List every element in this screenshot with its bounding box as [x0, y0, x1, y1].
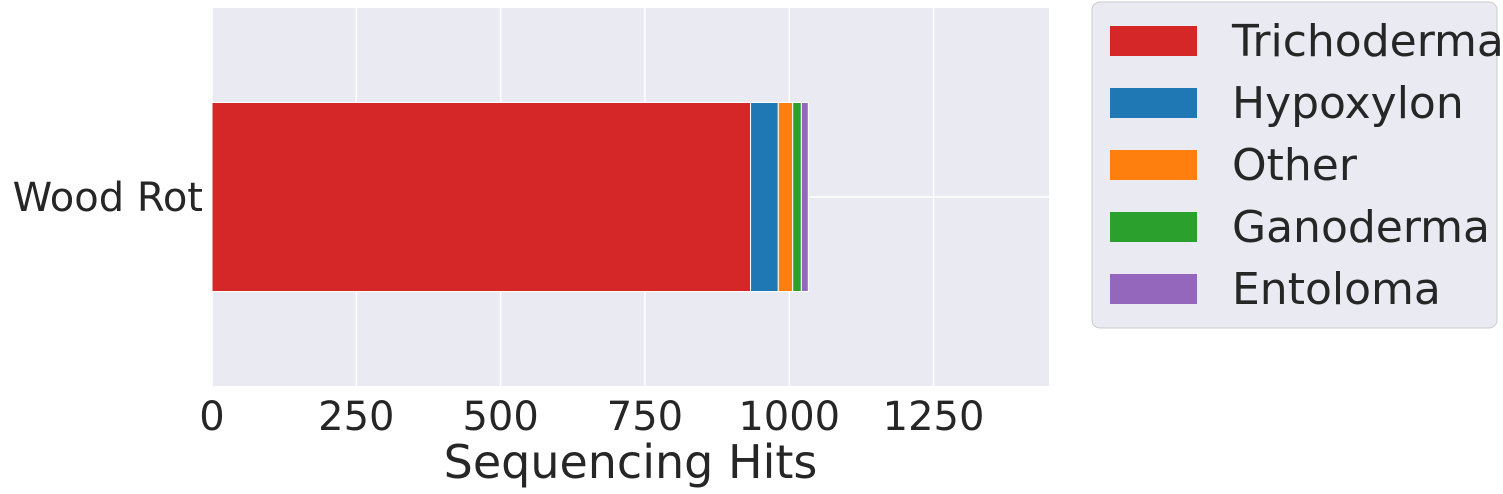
legend-swatch-entoloma	[1110, 274, 1197, 304]
legend-box	[1091, 1, 1498, 329]
bar-entoloma	[800, 102, 809, 292]
bar-other	[777, 102, 794, 292]
legend-swatch-other	[1110, 150, 1197, 180]
plot-area: 0 250 500 750 1000 1250 Wood Rot Sequencing Hit…	[13, 8, 1049, 489]
x-tick-label: 750	[607, 394, 683, 440]
bar-trichoderma	[211, 102, 752, 292]
legend-label-hypoxylon: Hypoxylon	[1232, 78, 1464, 129]
legend-label-trichoderma: Trichoderma	[1231, 16, 1503, 67]
legend: Trichoderma Hypoxylon Other Ganoderma Entolo…	[1091, 1, 1503, 329]
legend-swatch-ganoderma	[1110, 212, 1197, 242]
bar-ganoderma	[792, 102, 802, 292]
bar-hypoxylon	[750, 102, 779, 292]
legend-swatch-trichoderma	[1110, 26, 1197, 56]
y-tick-label: Wood Rot	[13, 175, 203, 221]
x-tick-label: 500	[462, 394, 538, 440]
legend-label-ganoderma: Ganoderma	[1232, 202, 1490, 253]
legend-label-entoloma: Entoloma	[1232, 264, 1441, 315]
x-tick-label: 250	[318, 394, 394, 440]
x-tick-label: 1250	[883, 394, 985, 440]
x-axis-title: Sequencing Hits	[444, 435, 818, 489]
x-tick-label: 0	[199, 394, 224, 440]
x-tick-label: 1000	[738, 394, 840, 440]
legend-swatch-hypoxylon	[1110, 88, 1197, 118]
legend-label-other: Other	[1232, 140, 1358, 191]
